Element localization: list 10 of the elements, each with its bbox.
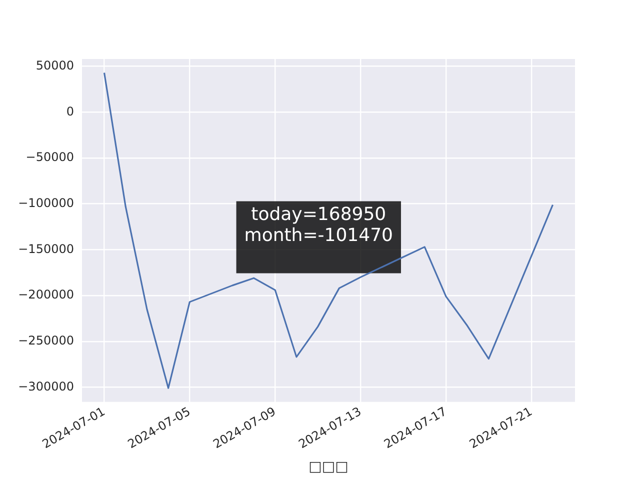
annotation: today=168950 month=-101470 xyxy=(244,204,393,246)
y-tick-label: 0 xyxy=(66,104,74,118)
y-tick-label: −50000 xyxy=(26,150,74,164)
y-tick-label: −250000 xyxy=(18,333,74,348)
y-tick-label: −150000 xyxy=(18,242,74,256)
y-tick-label: −100000 xyxy=(18,196,74,210)
y-tick-label: −200000 xyxy=(18,288,74,302)
y-tick-label: 50000 xyxy=(36,58,74,72)
y-tick-label: −300000 xyxy=(18,379,74,394)
x-axis-title: □□□ xyxy=(308,459,348,476)
